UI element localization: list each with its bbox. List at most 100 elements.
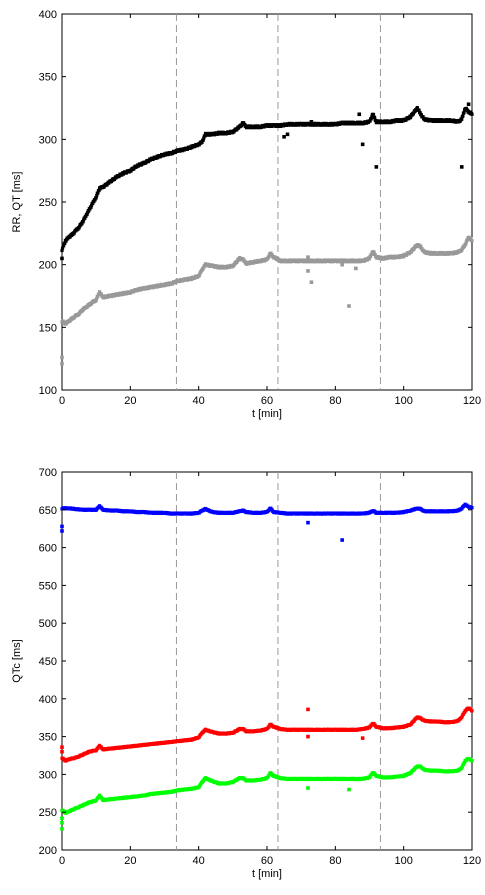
outlier-point — [306, 786, 310, 790]
data-point — [89, 205, 93, 209]
y-tick-label: 600 — [39, 543, 57, 555]
y-tick-label: 350 — [39, 732, 57, 744]
y-tick-label: 500 — [39, 618, 57, 630]
data-point — [369, 254, 373, 258]
outlier-point — [309, 280, 314, 285]
data-point — [460, 117, 464, 121]
data-point — [90, 203, 94, 207]
data-point — [470, 759, 474, 763]
data-point — [243, 122, 247, 127]
y-tick-label: 150 — [39, 322, 57, 334]
data-point — [80, 222, 84, 226]
data-point — [420, 246, 424, 250]
series-3 — [60, 757, 474, 831]
series-1 — [60, 102, 474, 261]
data-point — [95, 296, 99, 301]
data-point — [197, 274, 201, 278]
outlier-point — [309, 119, 314, 124]
outlier-point — [60, 529, 64, 533]
series-1 — [60, 502, 474, 542]
data-point — [419, 244, 423, 248]
outlier-point — [60, 827, 64, 831]
data-point — [87, 209, 91, 213]
outlier-point — [60, 361, 64, 366]
outlier-point — [340, 538, 344, 542]
plot-frame — [61, 471, 473, 851]
data-point — [419, 113, 423, 117]
data-point — [91, 201, 95, 205]
data-point — [243, 259, 247, 263]
data-point — [269, 251, 273, 255]
data-point — [94, 299, 98, 303]
y-tick-label: 700 — [39, 467, 57, 479]
x-axis-label-rr-qt: t [min] — [252, 408, 282, 420]
data-point — [460, 766, 464, 770]
x-tick-label: 20 — [124, 855, 136, 867]
data-point — [408, 116, 413, 120]
data-point — [198, 272, 202, 276]
data-point — [77, 226, 81, 230]
data-point — [199, 270, 203, 274]
data-point — [85, 212, 89, 217]
data-point — [368, 119, 372, 123]
outlier-point — [285, 132, 290, 137]
x-tick-label: 40 — [193, 395, 205, 407]
data-point — [242, 121, 246, 125]
data-point — [96, 191, 100, 195]
outlier-point — [357, 112, 362, 117]
plot-frame — [61, 13, 473, 391]
outlier-point — [360, 142, 365, 147]
outlier-point — [60, 524, 64, 529]
outlier-point — [282, 135, 286, 139]
data-point — [242, 257, 246, 262]
data-point — [414, 108, 418, 112]
data-point — [99, 292, 103, 296]
y-tick-label: 400 — [39, 9, 57, 21]
data-point — [470, 505, 474, 510]
outlier-point — [354, 266, 358, 271]
x-tick-label: 120 — [463, 855, 481, 867]
data-point — [60, 248, 64, 253]
data-point — [370, 115, 374, 119]
outlier-point — [60, 816, 64, 821]
y-tick-label: 200 — [39, 260, 57, 272]
x-tick-label: 40 — [193, 855, 205, 867]
data-point — [470, 709, 474, 713]
outlier-point — [60, 256, 64, 261]
y-tick-label: 300 — [39, 134, 57, 146]
data-point — [460, 764, 464, 769]
data-point — [462, 111, 466, 115]
outlier-point — [347, 787, 351, 792]
y-tick-label: 300 — [39, 769, 57, 781]
data-point — [81, 220, 85, 224]
data-point — [267, 253, 271, 258]
y-axis-label-rr-qt: RR, QT [ms] — [11, 172, 23, 233]
x-tick-label: 0 — [59, 395, 65, 407]
y-tick-label: 450 — [39, 656, 57, 668]
data-point — [60, 246, 65, 250]
outlier-point — [340, 262, 344, 267]
data-point — [470, 239, 474, 243]
data-point — [84, 214, 88, 218]
data-point — [82, 218, 86, 222]
y-tick-label: 350 — [39, 72, 57, 84]
x-axis-label-qtc: t [min] — [252, 868, 282, 880]
data-point — [373, 115, 377, 120]
data-point — [267, 255, 271, 259]
series-2 — [60, 706, 474, 763]
outlier-point — [60, 355, 64, 360]
outlier-point — [60, 749, 64, 754]
data-point — [270, 253, 274, 257]
x-tick-label: 100 — [394, 395, 412, 407]
y-tick-label: 550 — [39, 580, 57, 592]
outlier-point — [459, 165, 464, 169]
data-point — [464, 240, 468, 244]
data-point — [461, 762, 466, 767]
x-tick-label: 100 — [394, 855, 412, 867]
data-point — [200, 140, 204, 144]
x-tick-label: 60 — [261, 395, 273, 407]
x-tick-label: 80 — [329, 855, 341, 867]
data-point — [417, 108, 421, 112]
